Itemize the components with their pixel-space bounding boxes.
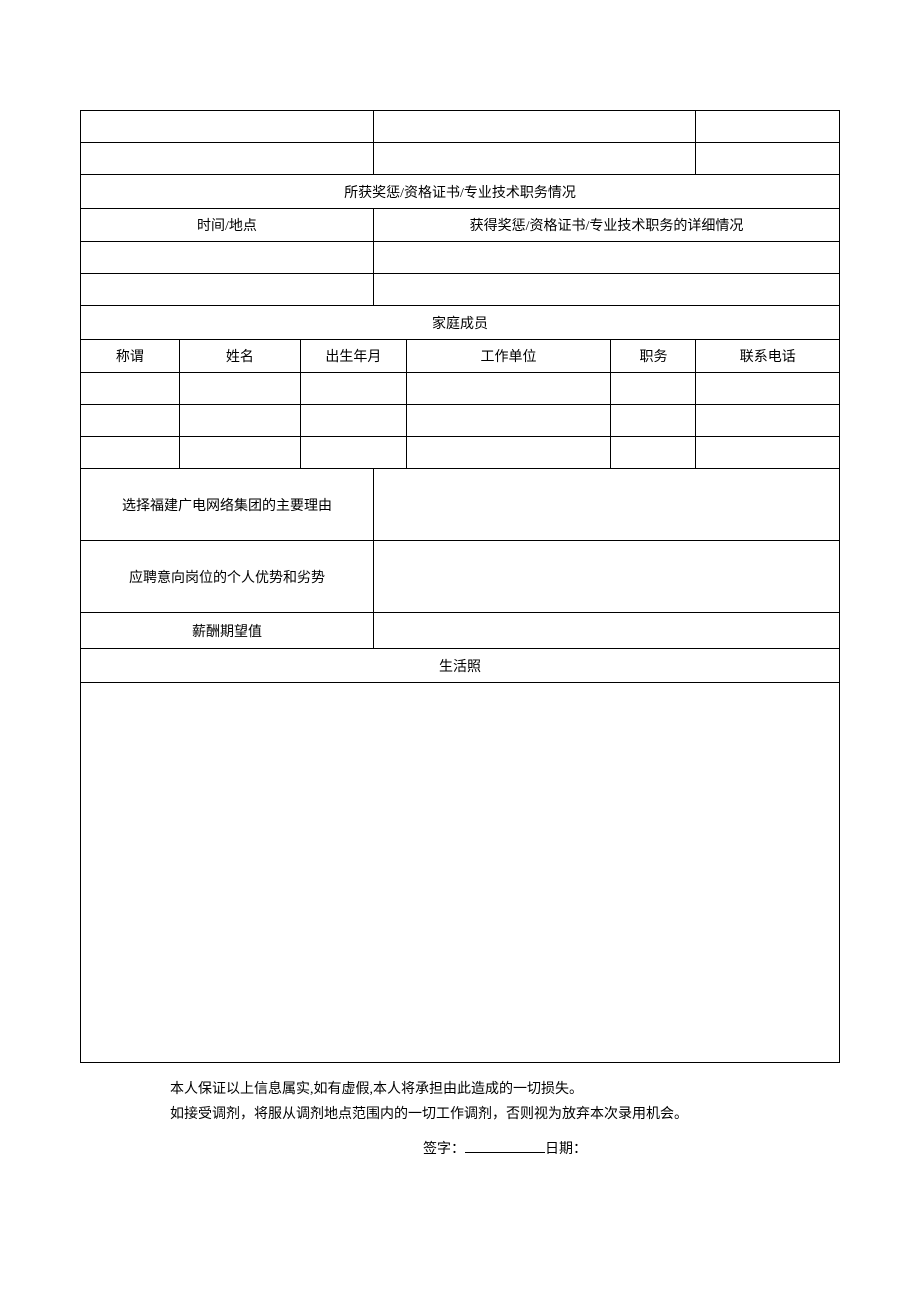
salary-value[interactable]: [373, 613, 839, 649]
form-table: 所获奖惩/资格证书/专业技术职务情况 时间/地点 获得奖惩/资格证书/专业技术职…: [80, 110, 840, 1063]
footer-line2: 如接受调剂，将服从调剂地点范围内的一切工作调剂，否则视为放弃本次录用机会。: [170, 1102, 840, 1127]
family-cell[interactable]: [611, 405, 696, 437]
blank-row: [81, 143, 840, 175]
strengths-value[interactable]: [373, 541, 839, 613]
blank-cell[interactable]: [373, 111, 696, 143]
family-section-header-row: 家庭成员: [81, 306, 840, 340]
family-header: 家庭成员: [81, 306, 840, 340]
family-columns-row: 称谓 姓名 出生年月 工作单位 职务 联系电话: [81, 340, 840, 373]
family-cell[interactable]: [81, 373, 180, 405]
photo-header: 生活照: [81, 649, 840, 683]
awards-cell-time[interactable]: [81, 274, 374, 306]
footer: 本人保证以上信息属实,如有虚假,本人将承担由此造成的一切损失。 如接受调剂，将服…: [80, 1077, 840, 1163]
strengths-row: 应聘意向岗位的个人优势和劣势: [81, 541, 840, 613]
family-col-position: 职务: [611, 340, 696, 373]
family-col-workplace: 工作单位: [406, 340, 611, 373]
blank-cell[interactable]: [81, 143, 374, 175]
photo-row: [81, 683, 840, 1063]
salary-row: 薪酬期望值: [81, 613, 840, 649]
awards-row: [81, 274, 840, 306]
family-cell[interactable]: [81, 437, 180, 469]
blank-cell[interactable]: [696, 143, 840, 175]
awards-header: 所获奖惩/资格证书/专业技术职务情况: [81, 175, 840, 209]
family-row: [81, 437, 840, 469]
sign-label: 签字：: [423, 1142, 465, 1157]
family-cell[interactable]: [179, 437, 300, 469]
family-col-name: 姓名: [179, 340, 300, 373]
awards-cell-detail[interactable]: [373, 242, 839, 274]
awards-section-header-row: 所获奖惩/资格证书/专业技术职务情况: [81, 175, 840, 209]
family-cell[interactable]: [696, 437, 840, 469]
reason-label: 选择福建广电网络集团的主要理由: [81, 469, 374, 541]
blank-cell[interactable]: [81, 111, 374, 143]
family-col-relation: 称谓: [81, 340, 180, 373]
footer-sign-line: 签字： 日期：: [170, 1137, 840, 1162]
family-cell[interactable]: [611, 373, 696, 405]
reason-row: 选择福建广电网络集团的主要理由: [81, 469, 840, 541]
family-cell[interactable]: [696, 373, 840, 405]
awards-cell-time[interactable]: [81, 242, 374, 274]
awards-col-detail: 获得奖惩/资格证书/专业技术职务的详细情况: [373, 209, 839, 242]
strengths-label: 应聘意向岗位的个人优势和劣势: [81, 541, 374, 613]
family-cell[interactable]: [406, 373, 611, 405]
blank-cell[interactable]: [373, 143, 696, 175]
family-cell[interactable]: [179, 373, 300, 405]
photo-cell[interactable]: [81, 683, 840, 1063]
family-cell[interactable]: [301, 405, 406, 437]
family-cell[interactable]: [301, 373, 406, 405]
date-label: 日期：: [545, 1142, 587, 1157]
blank-cell[interactable]: [696, 111, 840, 143]
family-row: [81, 405, 840, 437]
footer-line1: 本人保证以上信息属实,如有虚假,本人将承担由此造成的一切损失。: [170, 1077, 840, 1102]
family-cell[interactable]: [406, 437, 611, 469]
family-cell[interactable]: [611, 437, 696, 469]
family-cell[interactable]: [179, 405, 300, 437]
awards-columns-row: 时间/地点 获得奖惩/资格证书/专业技术职务的详细情况: [81, 209, 840, 242]
family-cell[interactable]: [696, 405, 840, 437]
family-col-dob: 出生年月: [301, 340, 406, 373]
family-cell[interactable]: [406, 405, 611, 437]
blank-row: [81, 111, 840, 143]
awards-cell-detail[interactable]: [373, 274, 839, 306]
reason-value[interactable]: [373, 469, 839, 541]
family-row: [81, 373, 840, 405]
family-col-phone: 联系电话: [696, 340, 840, 373]
photo-header-row: 生活照: [81, 649, 840, 683]
awards-col-time-place: 时间/地点: [81, 209, 374, 242]
family-cell[interactable]: [81, 405, 180, 437]
salary-label: 薪酬期望值: [81, 613, 374, 649]
sign-underline[interactable]: [465, 1139, 545, 1153]
awards-row: [81, 242, 840, 274]
family-cell[interactable]: [301, 437, 406, 469]
